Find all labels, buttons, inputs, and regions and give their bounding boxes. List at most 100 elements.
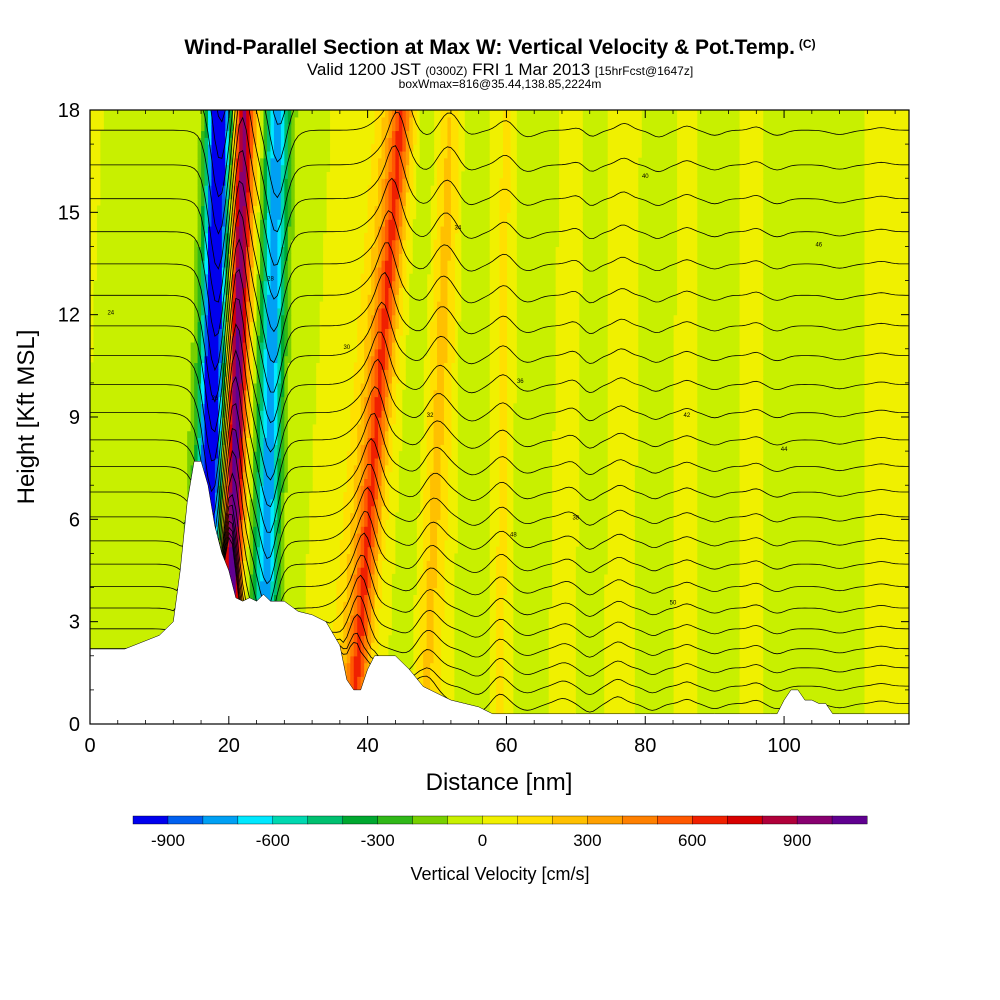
w-cell	[353, 396, 362, 404]
w-cell	[187, 478, 192, 486]
w-cell	[763, 683, 865, 691]
w-cell	[235, 478, 240, 486]
w-cell	[190, 348, 199, 357]
w-cell	[405, 205, 410, 213]
w-cell	[437, 376, 445, 384]
w-cell	[496, 594, 504, 602]
w-cell	[638, 430, 674, 439]
y-tick-label: 3	[69, 612, 80, 634]
w-cell	[287, 253, 292, 261]
w-cell	[263, 294, 268, 302]
w-cell	[697, 614, 740, 623]
w-cell	[579, 314, 608, 323]
w-cell	[360, 655, 365, 664]
w-cell	[194, 260, 199, 268]
w-cell	[763, 314, 865, 323]
w-cell	[582, 219, 608, 227]
w-cell	[384, 355, 390, 364]
w-cell	[246, 246, 251, 254]
w-cell	[228, 498, 233, 507]
w-cell	[232, 471, 237, 479]
w-cell	[266, 239, 272, 248]
w-cell	[260, 348, 265, 357]
w-cell	[336, 608, 344, 616]
w-cell	[395, 335, 400, 343]
w-cell	[513, 430, 553, 439]
w-cell	[221, 198, 226, 207]
w-cell	[253, 376, 258, 384]
w-cell	[287, 123, 292, 132]
w-cell	[228, 355, 233, 364]
w-cell	[638, 417, 674, 425]
w-cell	[294, 205, 327, 213]
w-cell	[579, 321, 608, 329]
w-cell	[287, 389, 317, 398]
w-cell	[412, 246, 431, 254]
w-cell	[228, 512, 233, 520]
w-cell	[364, 457, 369, 466]
w-cell	[235, 191, 240, 200]
terrain-mask	[90, 461, 909, 724]
w-cell	[426, 430, 435, 439]
w-cell	[454, 567, 490, 575]
w-cell	[443, 410, 452, 418]
w-cell	[638, 307, 678, 316]
w-cell	[638, 314, 674, 323]
w-cell	[214, 485, 219, 493]
w-cell	[638, 178, 678, 186]
w-cell	[395, 123, 400, 132]
w-cell	[367, 608, 372, 616]
w-cell	[100, 171, 199, 179]
w-cell	[405, 369, 424, 377]
w-cell	[381, 123, 390, 132]
w-cell	[273, 471, 278, 479]
w-cell	[378, 185, 383, 193]
w-cell	[388, 451, 393, 459]
w-cell	[239, 239, 244, 248]
w-cell	[496, 676, 504, 684]
w-cell	[256, 369, 261, 377]
w-cell	[204, 423, 219, 432]
w-cell	[90, 539, 185, 548]
w-cell	[391, 110, 396, 118]
w-cell	[360, 478, 365, 486]
w-cell	[357, 512, 362, 520]
w-cell	[266, 219, 272, 227]
w-cell	[697, 341, 740, 350]
w-cell	[225, 389, 230, 398]
w-cell	[374, 417, 379, 425]
w-cell	[391, 410, 396, 418]
w-cell	[284, 553, 306, 561]
w-cell	[763, 526, 865, 534]
w-cell	[454, 655, 490, 664]
w-cell	[638, 246, 678, 254]
w-cell	[367, 389, 372, 398]
w-cell	[367, 410, 372, 418]
w-cell	[266, 430, 275, 439]
w-cell	[391, 144, 396, 152]
w-cell	[402, 266, 407, 275]
w-cell	[287, 485, 313, 493]
w-cell	[374, 553, 379, 561]
w-cell	[263, 417, 268, 425]
w-cell	[239, 573, 244, 582]
w-cell	[336, 594, 348, 602]
w-cell	[266, 273, 272, 282]
w-cell	[697, 635, 740, 643]
w-cell	[235, 594, 240, 602]
w-cell	[384, 437, 390, 445]
w-cell	[194, 417, 199, 425]
w-cell	[284, 123, 289, 132]
w-cell	[287, 403, 317, 411]
colorbar-tick-label: -300	[361, 831, 395, 850]
w-cell	[256, 355, 261, 364]
w-cell	[249, 505, 254, 514]
w-cell	[287, 212, 292, 220]
w-cell	[763, 696, 865, 705]
w-cell	[273, 512, 278, 520]
w-cell	[246, 573, 251, 582]
w-cell	[242, 451, 247, 459]
w-cell	[253, 382, 258, 391]
w-cell	[638, 273, 678, 282]
w-cell	[284, 301, 289, 309]
